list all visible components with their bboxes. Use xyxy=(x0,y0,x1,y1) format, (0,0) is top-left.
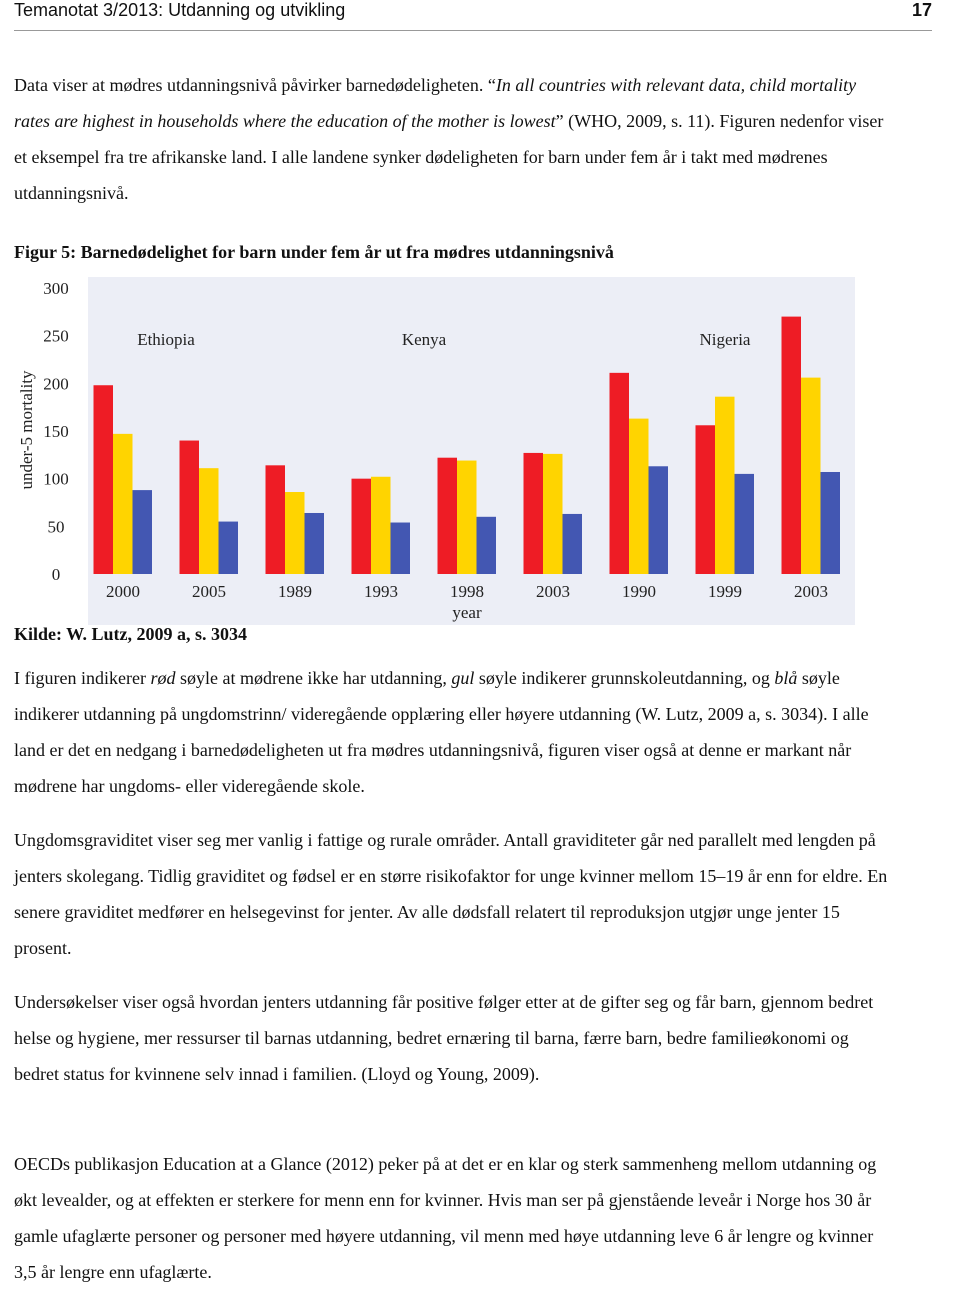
text-run: Data viser at mødres utdanningsnivå påvi… xyxy=(14,75,496,95)
text-run: søyle indikerer utdanning på ungdomstrin… xyxy=(14,668,869,796)
bar xyxy=(715,396,735,574)
bar xyxy=(648,466,668,574)
y-axis-label: under-5 mortality xyxy=(17,370,36,490)
bar xyxy=(734,473,754,574)
x-tick-label: 2000 xyxy=(106,582,140,601)
text-run: Undersøkelser viser også hvordan jenters… xyxy=(14,992,874,1084)
x-tick-label: 2005 xyxy=(192,582,226,601)
bar xyxy=(562,513,582,574)
header: Temanotat 3/2013: Utdanning og utvikling… xyxy=(14,0,932,22)
bar xyxy=(351,478,371,574)
bar xyxy=(457,460,477,574)
text-run: I figuren indikerer xyxy=(14,668,151,688)
bar xyxy=(543,453,563,574)
group-label: Ethiopia xyxy=(137,330,195,349)
text-run: OECDs publikasjon Education at a Glance … xyxy=(14,1154,877,1282)
bar xyxy=(629,418,649,574)
y-tick-label: 250 xyxy=(43,327,69,346)
text-run: Ungdomsgraviditet viser seg mer vanlig i… xyxy=(14,830,888,958)
bar xyxy=(523,452,543,574)
bar xyxy=(781,316,801,574)
y-tick-label: 100 xyxy=(43,470,69,489)
chart: 0 50 100 150 200 250 300 under-5 mortality year E… xyxy=(17,277,855,625)
header-title: Temanotat 3/2013: Utdanning og utvikling xyxy=(14,0,346,20)
x-tick-label: 1998 xyxy=(450,582,484,601)
bar xyxy=(609,372,629,574)
x-tick-label: 1989 xyxy=(278,582,312,601)
y-tick-label: 0 xyxy=(52,565,61,584)
bar xyxy=(437,457,457,574)
figure-caption: Figur 5: Barnedødelighet for barn under … xyxy=(14,242,614,262)
bar xyxy=(265,465,285,574)
y-tick-label: 200 xyxy=(43,374,69,393)
paragraph: OECDs publikasjon Education at a Glance … xyxy=(14,1146,894,1290)
bar xyxy=(199,468,219,574)
header-rule xyxy=(14,30,932,31)
bar xyxy=(132,490,152,574)
bar xyxy=(113,433,133,574)
bar xyxy=(390,522,410,574)
bar xyxy=(695,425,715,574)
y-tick-label: 300 xyxy=(43,279,69,298)
paragraph: Data viser at mødres utdanningsnivå påvi… xyxy=(14,67,894,211)
paragraph: Undersøkelser viser også hvordan jenters… xyxy=(14,984,894,1092)
text-run: In all countries with relevant data, chi… xyxy=(14,75,857,131)
group-label: Nigeria xyxy=(700,330,751,349)
y-tick-label: 50 xyxy=(48,517,65,536)
x-tick-label: 1999 xyxy=(708,582,742,601)
bar xyxy=(304,512,324,574)
bar xyxy=(218,521,238,574)
text-run: søyle indikerer grunnskoleutdanning, og xyxy=(474,668,775,688)
bar xyxy=(93,385,113,574)
text-run: gul xyxy=(451,668,475,688)
bar xyxy=(285,492,305,574)
x-tick-label: 2003 xyxy=(536,582,570,601)
text-run: rød xyxy=(150,668,176,688)
paragraph: Ungdomsgraviditet viser seg mer vanlig i… xyxy=(14,822,894,966)
bar xyxy=(801,377,821,574)
x-axis-label: year xyxy=(452,603,482,622)
bar xyxy=(371,476,391,574)
y-tick-label: 150 xyxy=(43,422,69,441)
x-tick-label: 1993 xyxy=(364,582,398,601)
bar xyxy=(820,471,840,574)
bar xyxy=(179,440,199,574)
group-label: Kenya xyxy=(402,330,447,349)
x-tick-label: 2003 xyxy=(794,582,828,601)
paragraph: I figuren indikerer rød søyle at mødrene… xyxy=(14,660,894,804)
text-run: søyle at mødrene ikke har utdanning, xyxy=(175,668,452,688)
figure-source: Kilde: W. Lutz, 2009 a, s. 3034 xyxy=(14,624,248,644)
page-number: 17 xyxy=(911,0,932,20)
text-run: ” (WHO, 2009, s. 11). Figuren nedenfor v… xyxy=(14,111,884,203)
x-tick-label: 1990 xyxy=(622,582,656,601)
text-run: blå xyxy=(774,668,798,688)
bar xyxy=(476,516,496,574)
